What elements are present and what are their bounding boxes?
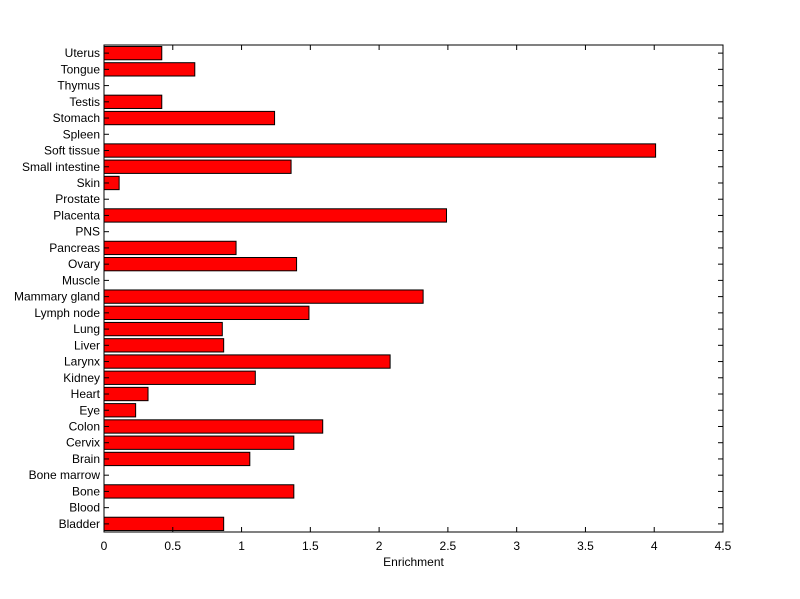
bar-soft-tissue	[103, 143, 657, 158]
x-tick-label: 2	[376, 539, 383, 553]
y-tick-label: Eye	[79, 403, 100, 417]
bars-group	[103, 45, 657, 532]
y-tick-label: Lung	[73, 322, 100, 336]
y-tick-label: Prostate	[55, 192, 100, 206]
y-tick-label: Small intestine	[22, 160, 100, 174]
x-tick-label: 4.5	[715, 539, 732, 553]
x-tick-label: 3	[513, 539, 520, 553]
y-tick-label: Bone marrow	[29, 468, 101, 482]
y-tick-label: Muscle	[62, 273, 100, 287]
x-tick-label: 4	[651, 539, 658, 553]
bar-stomach	[103, 110, 276, 126]
y-tick-label: Pancreas	[49, 241, 100, 255]
bar-cervix	[103, 435, 295, 450]
y-tick-label: Bone	[72, 484, 100, 498]
x-tick-label: 0	[101, 539, 108, 553]
x-tick-label: 2.5	[440, 539, 457, 553]
bar-bone	[103, 484, 295, 499]
y-tick-label: Blood	[69, 501, 100, 515]
x-axis-label: Enrichment	[383, 555, 444, 569]
bar-mammary-gland	[103, 289, 424, 304]
bar-brain	[103, 451, 251, 467]
y-tick-label: Ovary	[68, 257, 100, 271]
bar-ovary	[103, 256, 298, 272]
y-tick-label: Soft tissue	[44, 144, 100, 158]
y-tick-label: Colon	[69, 419, 100, 433]
y-tick-label: Testis	[69, 95, 100, 109]
y-tick-label: Heart	[71, 387, 101, 401]
y-tick-label: Kidney	[63, 371, 100, 385]
bar-kidney	[103, 370, 256, 385]
y-tick-label: Lymph node	[34, 306, 100, 320]
y-tick-label: Larynx	[64, 355, 100, 369]
bar-tongue	[103, 62, 196, 77]
y-tick-label: Uterus	[65, 46, 100, 60]
bar-placenta	[103, 208, 448, 223]
plot-area-frame	[103, 44, 724, 533]
y-tick-label: Placenta	[53, 208, 100, 222]
y-tick-label: Liver	[74, 338, 100, 352]
bar-testis	[103, 94, 163, 109]
bar-colon	[103, 419, 324, 434]
y-tick-label: Cervix	[66, 436, 100, 450]
y-tick-label: Spleen	[63, 127, 100, 141]
bar-lymph-node	[103, 305, 310, 321]
x-tick-label: 1	[238, 539, 245, 553]
y-tick-label: Mammary gland	[14, 290, 100, 304]
bar-pancreas	[103, 240, 237, 256]
x-tick-label: 1.5	[302, 539, 319, 553]
y-tick-label: Brain	[72, 452, 100, 466]
bar-small-intestine	[103, 159, 292, 174]
y-tick-label: Thymus	[57, 79, 100, 93]
bar-liver	[103, 338, 225, 353]
bar-heart	[103, 386, 149, 402]
ticks-group: Bladder Blood Bone Bone marrow Brain Cervix Co…	[14, 45, 732, 553]
bar-lung	[103, 321, 223, 337]
x-tick-label: 0.5	[164, 539, 181, 553]
bar-larynx	[103, 354, 391, 369]
bar-bladder	[103, 516, 225, 532]
y-tick-label: Stomach	[53, 111, 100, 125]
y-tick-label: Tongue	[61, 62, 101, 76]
y-tick-label: Bladder	[59, 517, 100, 531]
x-tick-label: 3.5	[577, 539, 594, 553]
y-tick-label: PNS	[75, 225, 100, 239]
y-tick-label: Skin	[77, 176, 100, 190]
bar-uterus	[103, 45, 163, 61]
